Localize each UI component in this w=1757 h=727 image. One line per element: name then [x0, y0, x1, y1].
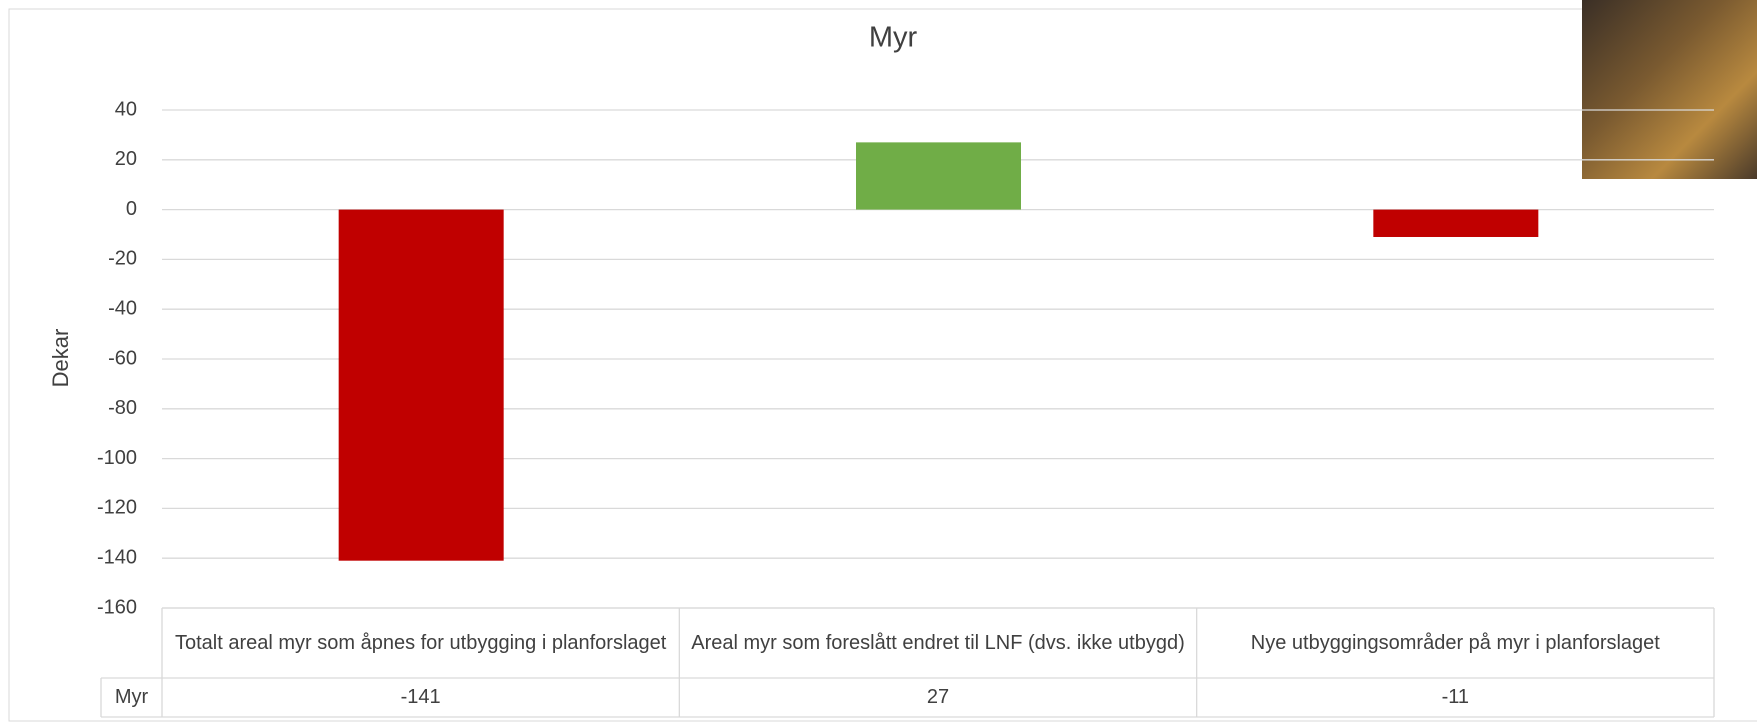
y-tick-label: -80 — [108, 397, 137, 419]
bar — [856, 142, 1021, 210]
data-table-value: -11 — [1441, 686, 1470, 708]
chart-frame — [8, 8, 1757, 722]
y-axis-label: Dekar — [48, 329, 73, 388]
photo — [1582, 0, 1757, 179]
chart-title: Myr — [869, 22, 918, 54]
y-tick-label: -40 — [108, 297, 137, 319]
y-tick-label: 20 — [115, 148, 137, 170]
data-table-value: -141 — [400, 686, 441, 708]
y-tick-label: -60 — [108, 347, 137, 369]
data-table-value: 27 — [926, 686, 950, 708]
series-name-box: Myr — [114, 686, 149, 708]
y-tick-label: -100 — [97, 447, 137, 469]
y-tick-label: -160 — [97, 596, 137, 618]
x-tick-label-box: Nye utbyggingsområder på myr i planforsl… — [1250, 631, 1660, 654]
x-tick-label-box: Totalt areal myr som åpnes for utbygging… — [174, 631, 667, 654]
y-tick-label: 40 — [115, 98, 137, 120]
data-table-value-box: -141 — [400, 686, 441, 708]
x-tick-label: Nye utbyggingsområder på myr i planforsl… — [1250, 631, 1660, 654]
x-tick-label-box: Areal myr som foreslått endret til LNF (… — [691, 631, 1185, 654]
bar — [338, 209, 504, 561]
data-table-value-box: -11 — [1441, 686, 1470, 708]
y-tick-label: -20 — [108, 248, 137, 270]
y-tick-label: -120 — [97, 497, 137, 519]
data-table-value-box: 27 — [926, 686, 950, 708]
bar — [1373, 209, 1539, 237]
y-tick-label: 0 — [126, 198, 137, 220]
series-name: Myr — [114, 686, 149, 708]
y-tick-label: -140 — [97, 546, 137, 568]
x-tick-label: Totalt areal myr som åpnes for utbygging… — [174, 631, 667, 654]
x-tick-label: Areal myr som foreslått endret til LNF (… — [691, 631, 1185, 654]
